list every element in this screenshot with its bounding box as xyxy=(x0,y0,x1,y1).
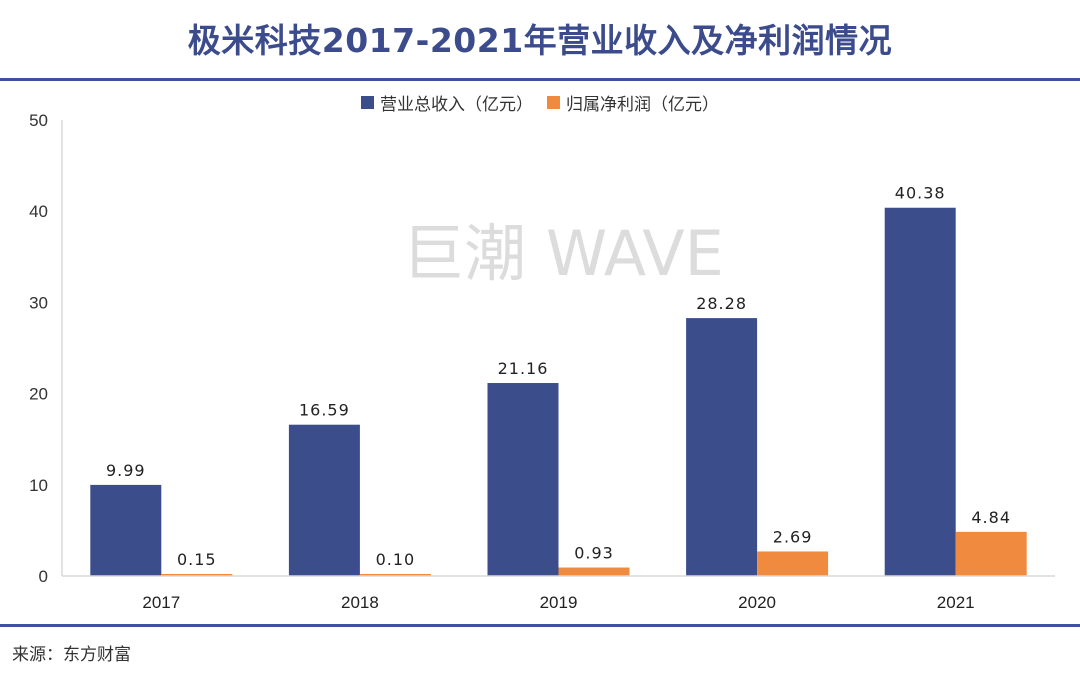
y-axis: 0 10 20 30 40 50 xyxy=(29,111,63,586)
revenue-bar-2021 xyxy=(884,207,956,576)
revenue-label-2019: 21.16 xyxy=(498,359,549,378)
x-tick-label: 2021 xyxy=(937,593,975,612)
y-tick-label: 30 xyxy=(29,293,48,312)
profit-bar-2020 xyxy=(757,551,829,576)
legend-item-revenue: 营业总收入（亿元） xyxy=(361,90,533,115)
x-tick-label: 2018 xyxy=(341,593,379,612)
revenue-label-2021: 40.38 xyxy=(895,184,946,203)
profit-bar-2018 xyxy=(359,574,431,576)
y-tick-label: 10 xyxy=(29,476,48,495)
legend-label-profit: 归属净利润（亿元） xyxy=(566,95,719,115)
profit-bar-2019 xyxy=(558,567,630,576)
revenue-label-2020: 28.28 xyxy=(696,294,747,313)
x-tick-label: 2020 xyxy=(738,593,776,612)
chart-title: 极米科技2017-2021年营业收入及净利润情况 xyxy=(187,21,893,60)
y-tick-label: 40 xyxy=(29,202,48,221)
legend-swatch-revenue xyxy=(361,96,374,109)
profit-label-2017: 0.15 xyxy=(177,550,217,569)
data-labels: 9.99 0.15 16.59 0.10 21.16 0.93 28.28 2.69 40.38… xyxy=(106,184,1011,569)
revenue-label-2017: 9.99 xyxy=(106,461,146,480)
y-tick-label: 20 xyxy=(29,385,48,404)
profit-label-2021: 4.84 xyxy=(971,508,1011,527)
watermark: 巨潮 WAVE xyxy=(402,217,724,290)
profit-bar-2021 xyxy=(955,531,1027,576)
profit-bar-2017 xyxy=(161,574,233,576)
revenue-bar-2018 xyxy=(288,424,360,576)
x-tick-label: 2019 xyxy=(540,593,578,612)
legend-label-revenue: 营业总收入（亿元） xyxy=(380,95,533,115)
bars xyxy=(90,207,1027,576)
legend-swatch-profit xyxy=(547,96,560,109)
x-tick-label: 2017 xyxy=(142,593,180,612)
revenue-bar-2017 xyxy=(90,484,162,576)
x-axis: 2017 2018 2019 2020 2021 xyxy=(62,575,1055,612)
legend-item-profit: 归属净利润（亿元） xyxy=(547,90,719,115)
source-divider xyxy=(0,624,1080,627)
y-tick-label: 50 xyxy=(29,111,48,130)
y-tick-label: 0 xyxy=(39,567,48,586)
revenue-bar-2019 xyxy=(487,383,559,576)
revenue-bar-2020 xyxy=(686,318,758,576)
profit-label-2018: 0.10 xyxy=(376,550,416,569)
revenue-label-2018: 16.59 xyxy=(299,401,350,420)
source-note: 来源：东方财富 xyxy=(12,645,131,665)
legend: 营业总收入（亿元） 归属净利润（亿元） xyxy=(0,90,1080,115)
profit-label-2020: 2.69 xyxy=(773,527,813,546)
profit-label-2019: 0.93 xyxy=(574,544,614,563)
title-divider xyxy=(0,78,1080,81)
